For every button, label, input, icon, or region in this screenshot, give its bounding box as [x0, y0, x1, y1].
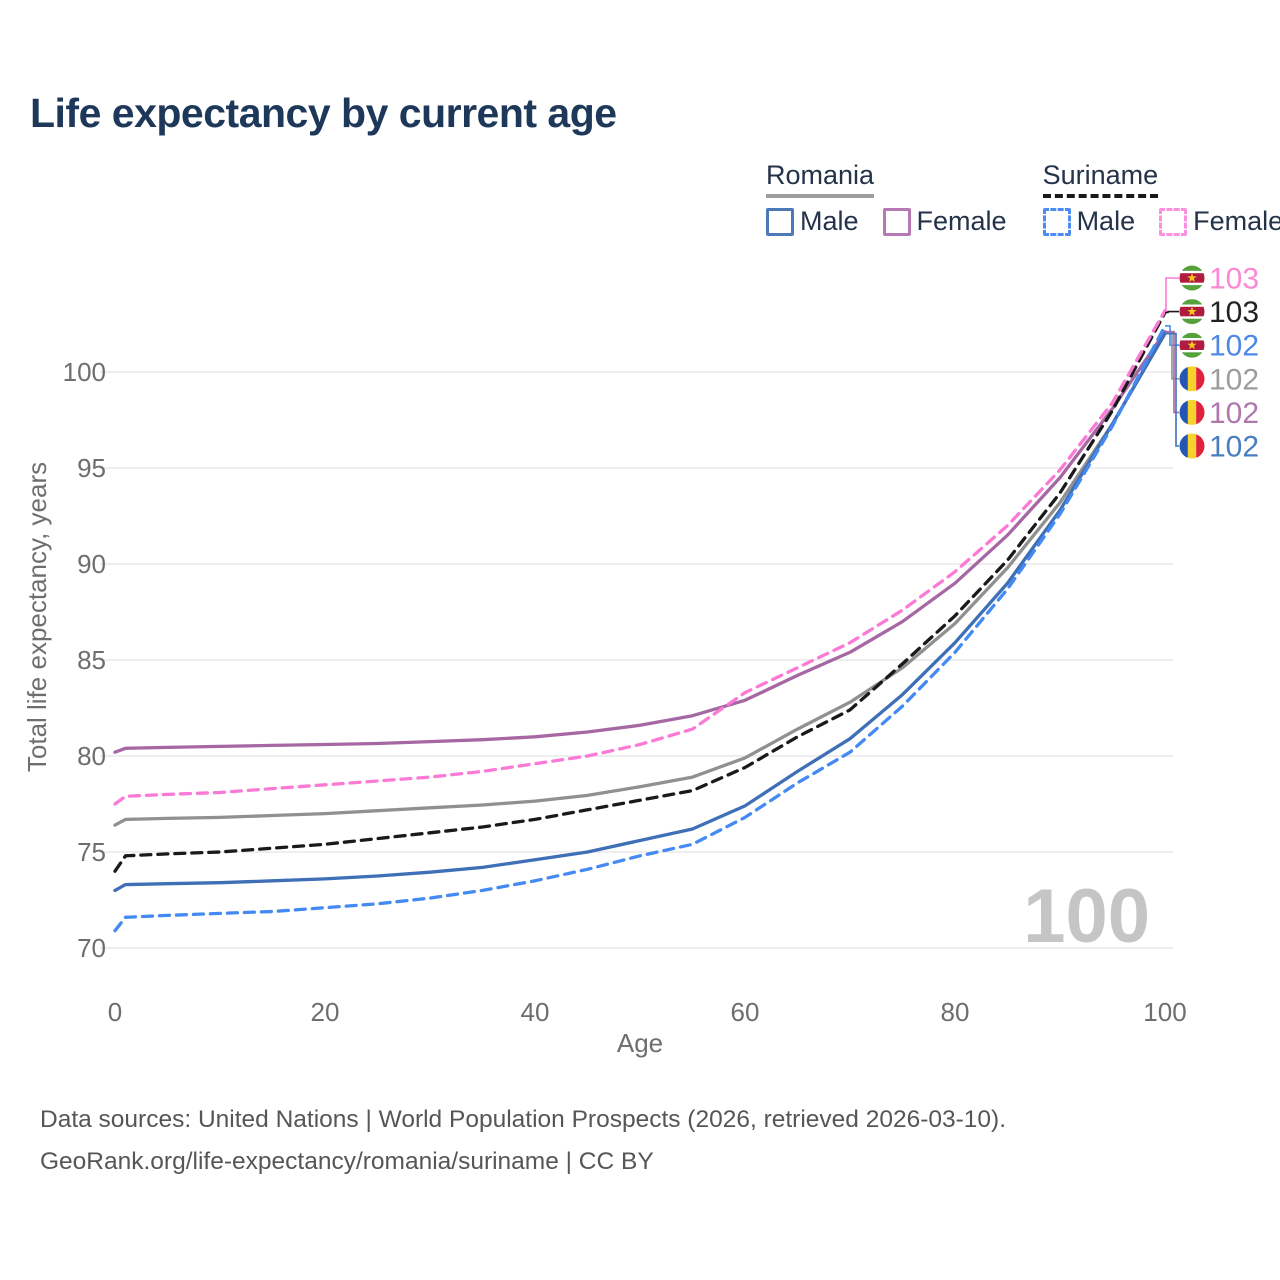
end-connector-sr-f — [1165, 277, 1179, 312]
legend-item-label: Male — [800, 206, 859, 236]
suriname-flag-icon — [1179, 299, 1205, 325]
series-line-sr-t — [113, 310, 1167, 873]
end-value-label-ro-f: 102 — [1209, 397, 1259, 430]
legend-item-romania-female[interactable]: Female — [882, 206, 1007, 237]
legend-group-romania: Romania Male Female — [766, 160, 1007, 237]
legend-item-suriname-male[interactable]: Male — [1042, 206, 1136, 237]
x-tick-label: 20 — [311, 997, 340, 1027]
legend-item-suriname-female[interactable]: Female — [1159, 206, 1280, 237]
legend-item-label: Male — [1076, 206, 1136, 236]
series-line-sr-m — [113, 324, 1167, 933]
legend-group-suriname: Suriname Male Female — [1042, 160, 1280, 237]
x-tick-label: 100 — [1143, 997, 1186, 1027]
series-line-ro-f — [113, 330, 1167, 754]
footer-attribution: GeoRank.org/life-expectancy/romania/suri… — [40, 1148, 654, 1175]
page-title: Life expectancy by current age — [30, 90, 617, 136]
end-connector-sr-t — [1165, 310, 1179, 314]
series-line-ro-t — [113, 331, 1167, 827]
legend-item-label: Female — [916, 206, 1007, 236]
y-tick-label: 70 — [77, 933, 106, 963]
series-line-sr-f — [113, 308, 1167, 806]
age-watermark: 100 — [1023, 874, 1150, 959]
end-connector-ro-m — [1165, 332, 1179, 447]
legend-country-suriname[interactable]: Suriname — [1042, 160, 1159, 198]
legend-country-romania[interactable]: Romania — [766, 160, 875, 198]
end-value-label-sr-f: 103 — [1209, 263, 1259, 296]
x-tick-label: 40 — [521, 997, 550, 1027]
suriname-flag-icon — [1179, 332, 1205, 358]
y-tick-label: 90 — [77, 549, 106, 579]
x-tick-label: 60 — [731, 997, 760, 1027]
y-tick-label: 85 — [77, 645, 106, 675]
y-axis-title: Total life expectancy, years — [22, 462, 52, 772]
legend-items-suriname: Male Female — [1042, 206, 1280, 237]
legend: Romania Male Female Suriname Male Female — [766, 160, 1280, 237]
checkbox-icon — [766, 207, 794, 236]
suriname-flag-icon — [1179, 265, 1205, 291]
romania-flag-icon — [1179, 399, 1205, 425]
y-tick-label: 80 — [77, 741, 106, 771]
checkbox-icon — [1042, 207, 1071, 236]
series-line-ro-m — [113, 331, 1167, 893]
legend-item-romania-male[interactable]: Male — [766, 206, 859, 237]
end-value-label-sr-t: 103 — [1209, 296, 1259, 329]
x-tick-label: 80 — [941, 997, 970, 1027]
y-tick-label: 100 — [63, 357, 106, 387]
checkbox-icon — [882, 207, 911, 236]
x-tick-label: 0 — [108, 997, 122, 1027]
checkbox-icon — [1159, 207, 1188, 236]
legend-item-label: Female — [1193, 206, 1280, 236]
y-tick-label: 75 — [77, 837, 106, 867]
end-value-label-sr-m: 102 — [1209, 330, 1259, 363]
end-value-label-ro-m: 102 — [1209, 431, 1259, 464]
legend-items-romania: Male Female — [766, 206, 1007, 237]
end-value-label-ro-t: 102 — [1209, 363, 1259, 396]
footer-data-sources: Data sources: United Nations | World Pop… — [40, 1106, 1007, 1133]
romania-flag-icon — [1179, 366, 1205, 392]
y-tick-label: 95 — [77, 453, 106, 483]
x-axis-title: Age — [617, 1028, 663, 1058]
romania-flag-icon — [1179, 433, 1205, 459]
